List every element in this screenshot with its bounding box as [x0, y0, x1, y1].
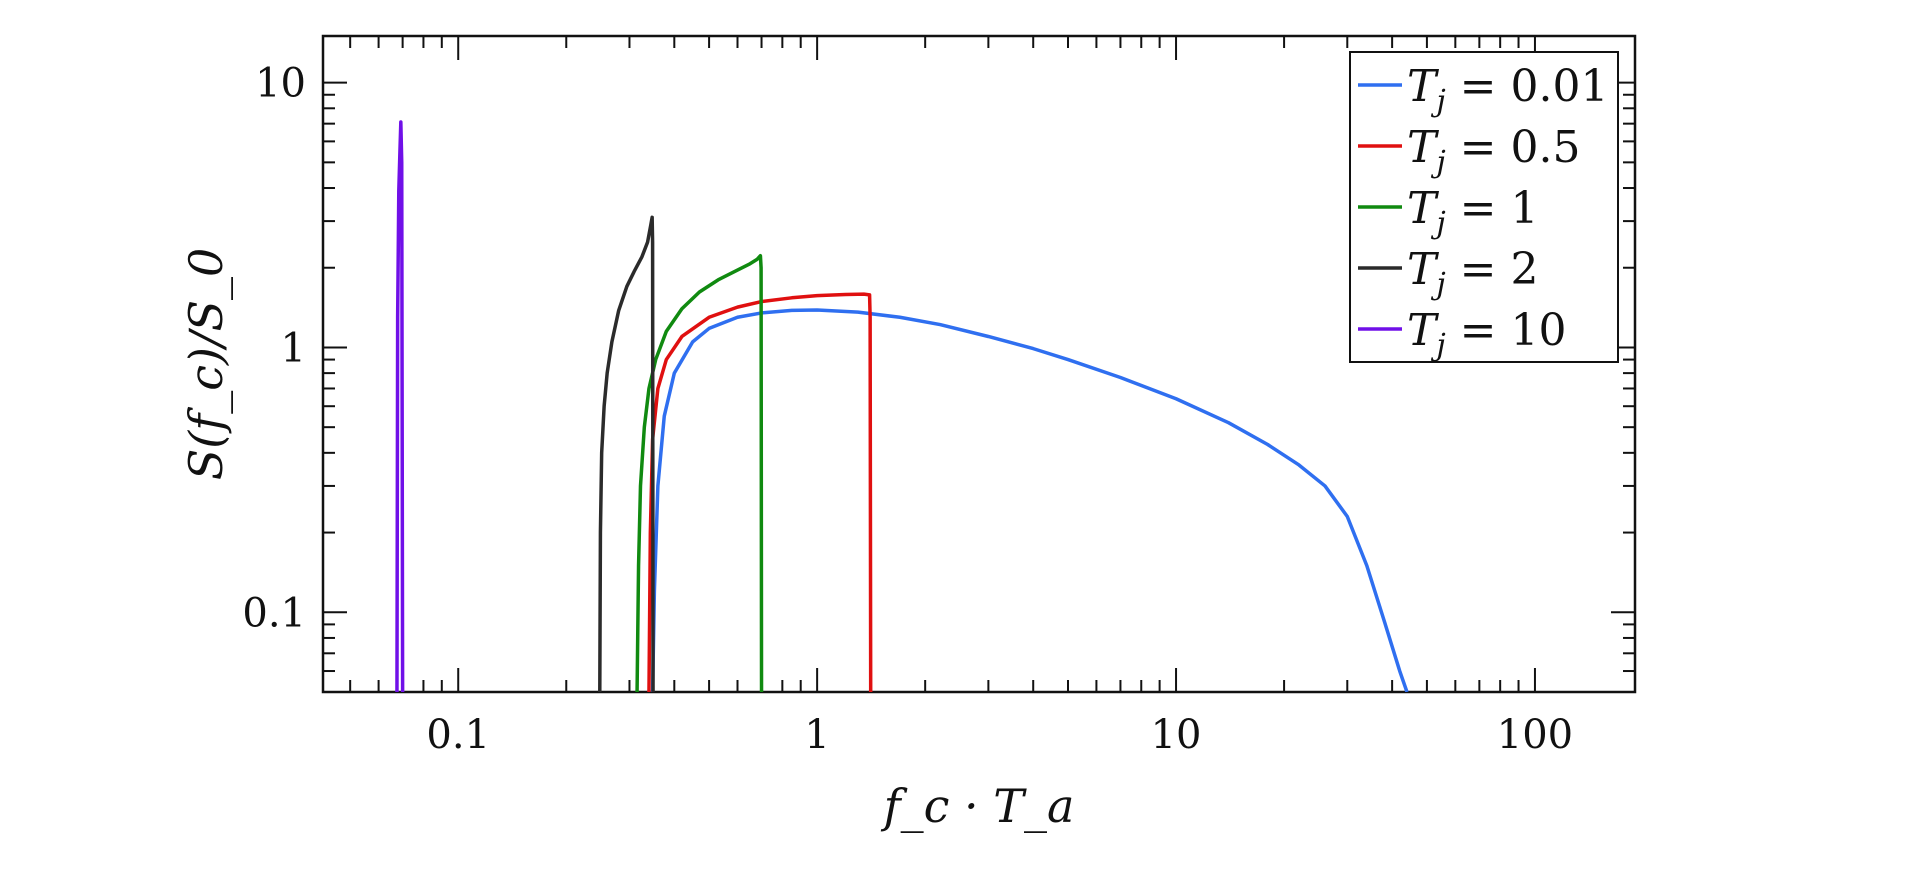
legend-label-3: Tj = 1 — [1407, 183, 1539, 241]
series-line-2 — [647, 292, 873, 692]
y-tick-label: 10 — [255, 61, 306, 107]
x-axis-label: f_c · T_a — [881, 779, 1075, 833]
series-line-4 — [598, 215, 655, 692]
series-line-3 — [635, 253, 764, 692]
x-tick-label: 0.1 — [426, 712, 490, 758]
legend-label-4: Tj = 2 — [1407, 244, 1539, 302]
y-axis-label: S(f_c)/S_0 — [179, 248, 233, 480]
legend-label-2: Tj = 0.5 — [1407, 122, 1581, 180]
y-tick-label: 1 — [281, 325, 306, 371]
series-line-5 — [395, 120, 405, 692]
x-tick-label: 1 — [804, 712, 829, 758]
x-tick-label: 100 — [1497, 712, 1573, 758]
legend-label-1: Tj = 0.01 — [1407, 61, 1608, 119]
axis-ticks — [323, 36, 1635, 693]
y-tick-label: 0.1 — [242, 590, 306, 636]
series-group — [395, 120, 1409, 692]
legend-label-5: Tj = 10 — [1407, 305, 1567, 363]
tick-labels: 0.1 1 10 100 0.1 1 10 — [242, 61, 1573, 758]
plot-frame — [321, 34, 1637, 694]
x-tick-label: 10 — [1151, 712, 1202, 758]
series-line-1 — [650, 308, 1409, 692]
